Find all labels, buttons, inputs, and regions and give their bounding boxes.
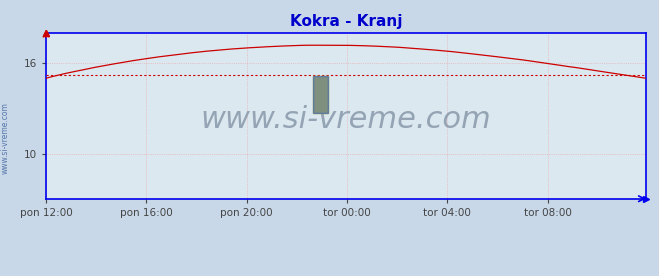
Bar bbox=[313, 76, 328, 113]
Title: Kokra - Kranj: Kokra - Kranj bbox=[290, 14, 402, 29]
Text: www.si-vreme.com: www.si-vreme.com bbox=[200, 105, 492, 134]
Bar bbox=[313, 76, 328, 113]
Text: www.si-vreme.com: www.si-vreme.com bbox=[1, 102, 10, 174]
